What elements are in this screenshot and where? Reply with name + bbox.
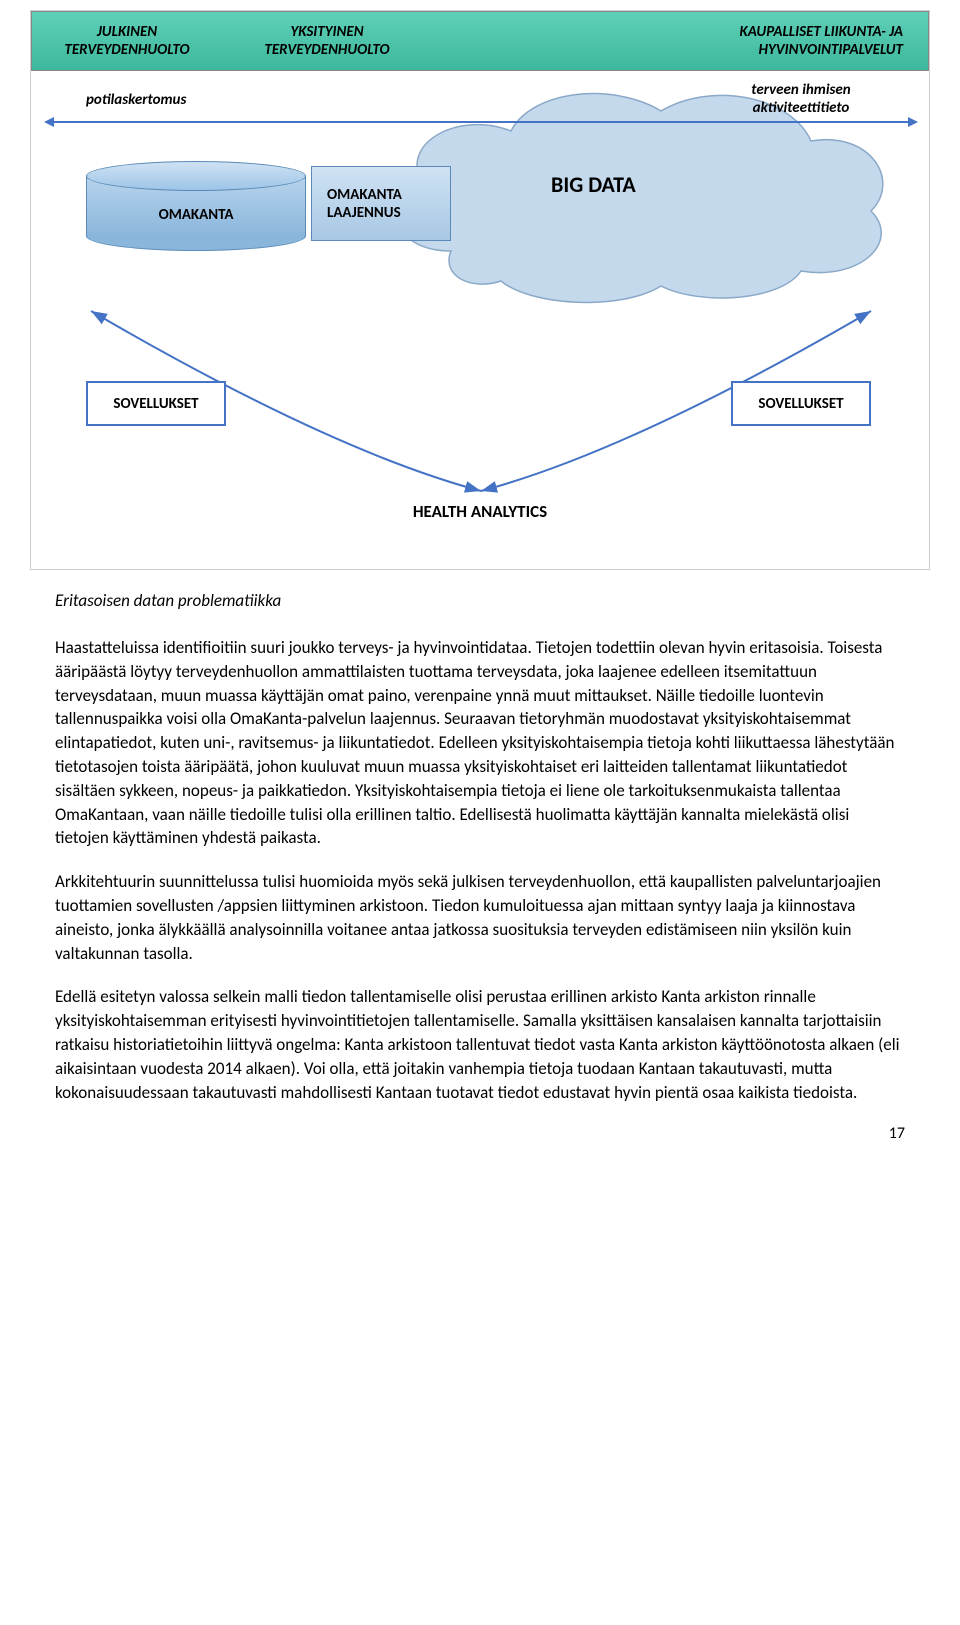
paragraph-3: Edellä esitetyn valossa selkein malli ti… xyxy=(55,985,905,1104)
sovellukset-box-left: SOVELLUKSET xyxy=(86,381,226,426)
paragraph-2: Arkkitehtuurin suunnittelussa tulisi huo… xyxy=(55,870,905,965)
omakanta-laajennus-box: OMAKANTALAAJENNUS xyxy=(311,166,451,241)
bigdata-label: BIG DATA xyxy=(551,171,636,198)
figure-caption: Eritasoisen datan problematiikka xyxy=(55,590,905,611)
omakanta-cylinder: OMAKANTA xyxy=(86,161,306,251)
omakanta-ext-label: OMAKANTALAAJENNUS xyxy=(327,186,402,222)
sovellukset-label-left: SOVELLUKSET xyxy=(113,395,198,413)
paragraph-1: Haastatteluissa identifioitiin suuri jou… xyxy=(55,636,905,850)
header-col-public: JULKINENTERVEYDENHUOLTO xyxy=(32,23,222,59)
architecture-diagram: JULKINENTERVEYDENHUOLTO YKSITYINENTERVEY… xyxy=(30,10,930,570)
header-col-commercial: KAUPALLISET LIIKUNTA- JAHYVINVOINTIPALVE… xyxy=(432,23,928,59)
page-number: 17 xyxy=(0,1124,905,1143)
diagram-header: JULKINENTERVEYDENHUOLTO YKSITYINENTERVEY… xyxy=(31,11,929,71)
omakanta-label: OMAKANTA xyxy=(86,206,306,224)
label-aktiviteetti: terveen ihmisenaktiviteettitieto xyxy=(721,81,881,117)
sovellukset-label-right: SOVELLUKSET xyxy=(758,395,843,413)
sovellukset-box-right: SOVELLUKSET xyxy=(731,381,871,426)
header-col-private: YKSITYINENTERVEYDENHUOLTO xyxy=(222,23,432,59)
data-flow-arrow xyxy=(46,121,916,123)
label-potilaskertomus: potilaskertomus xyxy=(86,91,186,109)
health-analytics-label: HEALTH ANALYTICS xyxy=(31,501,929,522)
